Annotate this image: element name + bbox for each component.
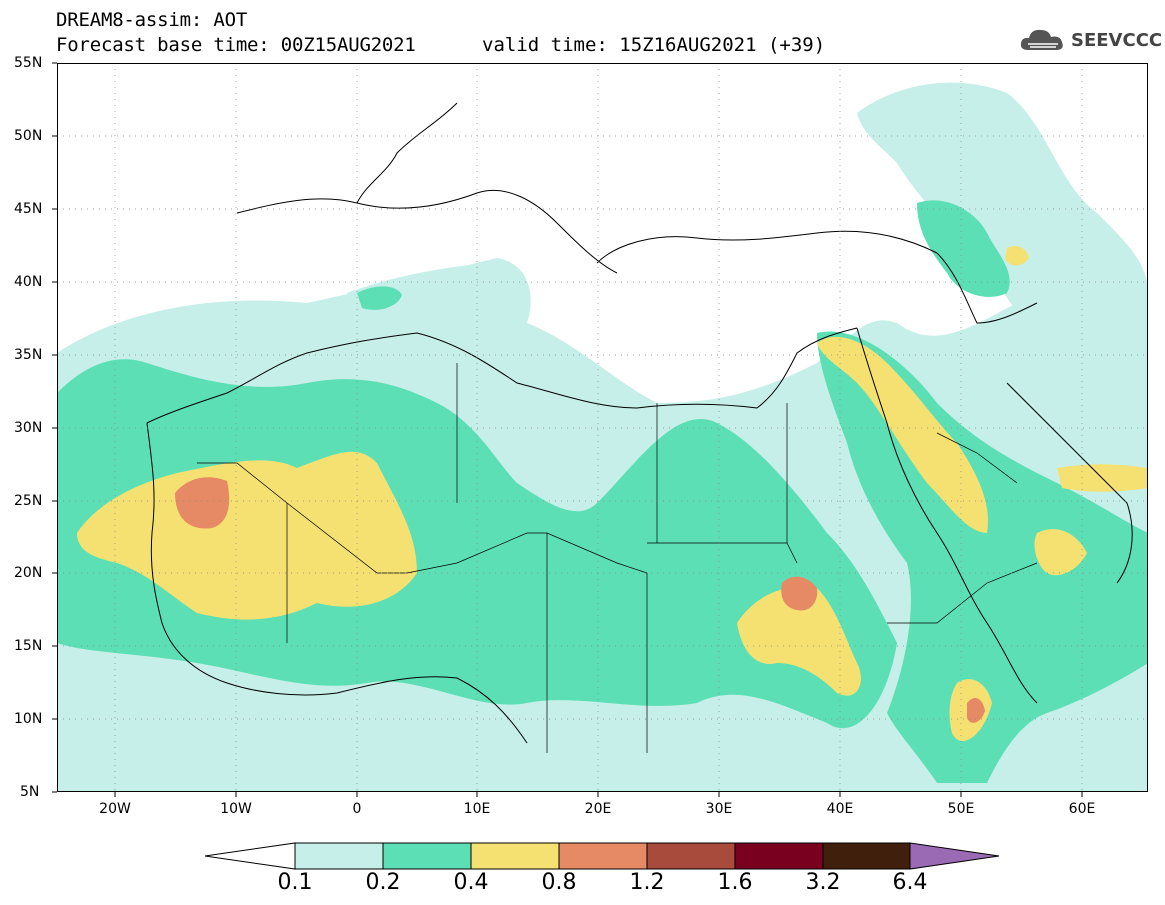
colorbar-swatch (822, 842, 911, 870)
colorbar-swatch (470, 842, 560, 870)
colorbar-label: 0.1 (277, 870, 313, 895)
aot-level-0-8 (175, 477, 985, 723)
colorbar-low-arrow (205, 842, 296, 870)
colorbar-swatch (734, 842, 824, 870)
colorbar-label: 1.2 (629, 870, 665, 895)
lat-label: 5N (20, 784, 40, 800)
lon-label: 0 (352, 801, 362, 817)
colorbar-swatch (382, 842, 472, 870)
colorbar-label: 6.4 (892, 870, 928, 895)
lon-label: 10W (220, 801, 252, 817)
colorbar-high-arrow (909, 842, 1000, 870)
lon-label: 10E (463, 801, 491, 817)
lat-label: 15N (14, 638, 43, 654)
valid-time: valid time: 15Z16AUG2021 (+39) (482, 34, 826, 56)
lat-label: 35N (14, 347, 43, 363)
coastlines (146, 102, 1133, 744)
colorbar-label: 0.2 (365, 870, 401, 895)
colorbar-label: 1.6 (717, 870, 753, 895)
lat-label: 45N (14, 201, 43, 217)
colorbar-swatch (558, 842, 648, 870)
lon-label: 30E (705, 801, 733, 817)
lat-label: 40N (14, 274, 43, 290)
borders (197, 363, 1038, 753)
forecast-base-time: Forecast base time: 00Z15AUG2021 (56, 34, 416, 56)
colorbar-label: 3.2 (805, 870, 841, 895)
lat-label: 55N (14, 55, 43, 71)
map-frame (57, 63, 1148, 792)
lon-label: 50E (947, 801, 975, 817)
lon-label: 60E (1068, 801, 1096, 817)
aot-map (57, 63, 1148, 792)
colorbar-label: 0.4 (453, 870, 489, 895)
lat-label: 10N (14, 711, 43, 727)
lat-label: 25N (14, 493, 43, 509)
lat-label: 30N (14, 420, 43, 436)
lat-label: 50N (14, 128, 43, 144)
lon-label: 20E (584, 801, 612, 817)
map-title: DREAM8-assim: AOT (56, 9, 248, 31)
lat-label: 20N (14, 565, 43, 581)
colorbar-swatch (294, 842, 384, 870)
logo-text: SEEVCCC (1071, 29, 1163, 51)
lon-label: 20W (99, 801, 131, 817)
seevccc-logo: SEEVCCC (1018, 26, 1162, 54)
colorbar (205, 842, 1000, 870)
colorbar-label: 0.8 (541, 870, 577, 895)
colorbar-swatch (646, 842, 736, 870)
cloud-icon (1020, 29, 1063, 50)
lon-label: 40E (826, 801, 854, 817)
